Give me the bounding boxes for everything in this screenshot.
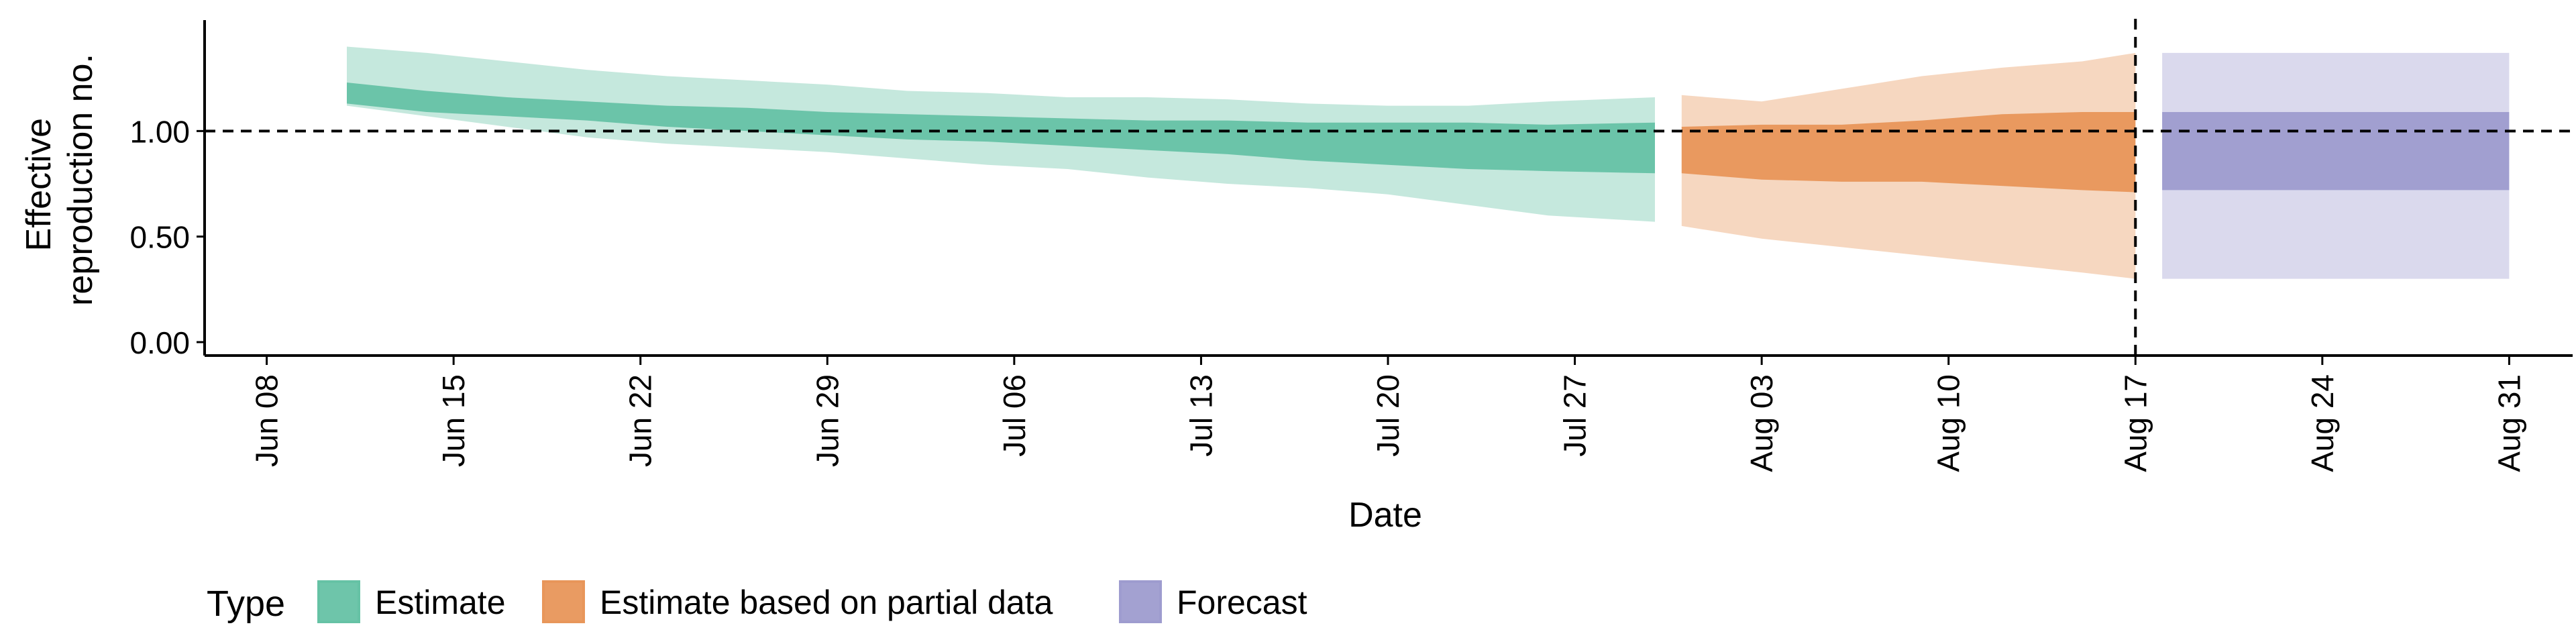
x-tick-label: Aug 31 xyxy=(2491,374,2526,472)
x-tick-label: Jul 13 xyxy=(1183,374,1218,457)
reference-lines xyxy=(205,19,2573,356)
estimate-band-50 xyxy=(347,83,1655,174)
y-axis-title: Effective reproduction no. xyxy=(19,54,100,306)
x-tick-label: Jun 15 xyxy=(436,374,471,467)
legend-key-forecast xyxy=(1119,580,1162,623)
x-tick-label: Aug 10 xyxy=(1931,374,1966,472)
legend-label-forecast: Forecast xyxy=(1177,584,1307,621)
x-tick-label: Jul 06 xyxy=(997,374,1032,457)
forecast-band-50 xyxy=(2162,112,2510,191)
x-tick-label: Jun 08 xyxy=(250,374,284,467)
x-ticks: Jun 08 Jun 15 Jun 22 Jun 29 Jul 06 Jul 13 Jul … xyxy=(250,356,2526,472)
legend-title: Type xyxy=(207,584,285,624)
x-tick-label: Aug 03 xyxy=(1744,374,1779,472)
x-tick-label: Jul 20 xyxy=(1371,374,1405,457)
legend-label-estimate-based-on-partial-data: Estimate based on partial data xyxy=(600,584,1053,621)
x-tick-label: Aug 24 xyxy=(2305,374,2340,472)
x-axis-title: Date xyxy=(1348,496,1422,535)
legend-label-estimate: Estimate xyxy=(375,584,506,621)
y-axis-title-line-1: Effective xyxy=(19,118,58,251)
y-tick-label: 1.00 xyxy=(129,114,190,149)
y-tick-label: 0.00 xyxy=(129,325,190,360)
y-ticks: 0.00 0.50 1.00 xyxy=(129,114,205,360)
x-tick-label: Aug 17 xyxy=(2118,374,2153,472)
x-tick-label: Jun 22 xyxy=(623,374,658,467)
legend-key-estimate xyxy=(317,580,360,623)
x-tick-label: Jul 27 xyxy=(1558,374,1593,457)
legend-key-estimate-based-on-partial-data xyxy=(542,580,585,623)
y-axis-title-line-2: reproduction no. xyxy=(61,54,100,306)
legend: Type Estimate Estimate based on partial d… xyxy=(207,580,1307,624)
x-tick-label: Jun 29 xyxy=(810,374,845,467)
y-tick-label: 0.50 xyxy=(129,220,190,255)
band-layer xyxy=(347,46,2510,279)
